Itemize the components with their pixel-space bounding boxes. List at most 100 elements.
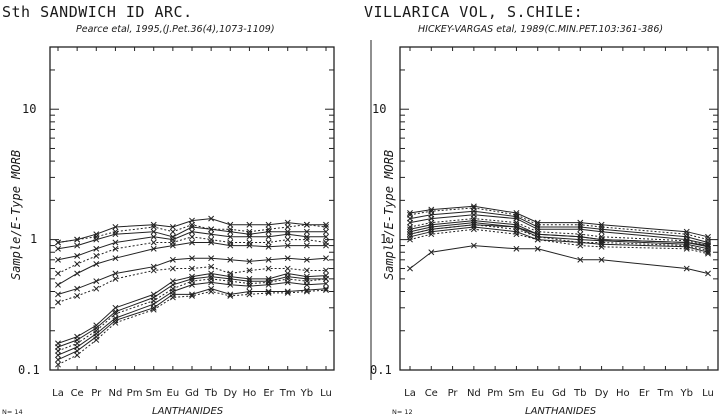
data-point — [284, 265, 291, 272]
point-mark — [470, 219, 477, 226]
point-mark — [93, 236, 100, 243]
x-tick-label: Tm — [656, 388, 673, 399]
data-point — [246, 280, 253, 287]
x-tick-label: Gd — [185, 388, 199, 399]
series-group — [55, 215, 329, 368]
point-mark — [112, 224, 119, 230]
data-point — [189, 224, 195, 230]
point-mark — [189, 239, 195, 246]
point-mark — [598, 256, 605, 263]
data-point — [284, 228, 291, 235]
data-point — [683, 239, 690, 246]
point-mark — [227, 292, 234, 299]
x-tick-label: Tm — [279, 388, 296, 399]
data-point — [246, 267, 253, 274]
point-mark — [284, 219, 291, 226]
data-point — [577, 231, 584, 238]
point-mark — [705, 242, 711, 249]
x-tick-label: La — [404, 388, 416, 399]
data-point — [169, 228, 176, 235]
data-point — [428, 231, 435, 238]
point-mark — [265, 228, 272, 235]
data-point — [470, 203, 477, 210]
point-mark — [470, 221, 477, 228]
point-mark — [93, 278, 100, 285]
point-mark — [323, 287, 329, 294]
x-tick-label: Er — [263, 388, 274, 399]
point-mark — [428, 228, 435, 235]
data-point — [112, 228, 119, 235]
x-tick-label: Tb — [573, 388, 586, 399]
x-tick-label: Dy — [223, 388, 237, 399]
point-mark — [577, 221, 584, 228]
point-mark — [513, 228, 520, 235]
point-mark — [265, 226, 272, 233]
data-point — [407, 219, 413, 226]
point-mark — [208, 226, 215, 233]
data-point — [74, 270, 81, 277]
point-mark — [189, 265, 195, 272]
data-point — [208, 288, 215, 295]
point-mark — [93, 322, 100, 329]
point-mark — [189, 281, 195, 288]
x-tick-label: Ce — [425, 388, 438, 399]
data-point — [428, 249, 435, 256]
point-mark — [683, 228, 690, 235]
data-point — [55, 356, 61, 363]
point-mark — [598, 236, 605, 243]
point-mark — [705, 249, 711, 256]
data-point — [189, 275, 195, 282]
point-mark — [513, 245, 520, 252]
point-mark — [74, 285, 81, 292]
x-tick-label: Sm — [146, 388, 162, 399]
point-mark — [55, 356, 61, 363]
point-mark — [303, 288, 310, 295]
point-mark — [169, 242, 176, 249]
x-tick-label: Lu — [320, 388, 332, 399]
data-point — [227, 242, 234, 249]
data-point — [577, 221, 584, 228]
data-point — [150, 304, 157, 311]
sample-count-label: N= 14 — [2, 408, 23, 416]
data-point — [323, 255, 329, 262]
point-mark — [303, 228, 310, 235]
point-mark — [683, 245, 690, 252]
data-point — [303, 236, 310, 243]
data-point — [407, 231, 413, 238]
point-mark — [208, 231, 215, 238]
x-tick-label: Nd — [109, 388, 123, 399]
point-mark — [428, 219, 435, 226]
point-mark — [284, 236, 291, 243]
data-point — [189, 228, 195, 235]
data-point — [470, 221, 477, 228]
data-point — [323, 275, 329, 282]
data-point — [227, 281, 234, 288]
point-mark — [598, 228, 605, 235]
data-point — [93, 336, 100, 343]
point-mark — [74, 261, 81, 267]
data-point — [189, 233, 195, 240]
data-point — [428, 206, 435, 213]
point-mark — [284, 273, 291, 280]
point-mark — [534, 245, 541, 252]
data-point — [150, 224, 157, 230]
data-point — [284, 236, 291, 243]
point-mark — [303, 256, 310, 263]
point-mark — [683, 265, 690, 272]
data-point — [683, 245, 690, 252]
x-tick-label: Pm — [487, 388, 503, 399]
point-mark — [428, 226, 435, 233]
point-mark — [428, 221, 435, 228]
point-mark — [284, 231, 291, 238]
x-tick-label: Pr — [448, 388, 459, 399]
data-point — [93, 285, 100, 292]
point-mark — [112, 308, 119, 315]
sample-count-label: N= 12 — [392, 408, 413, 416]
data-point — [470, 226, 477, 233]
point-mark — [265, 279, 272, 286]
data-point — [227, 292, 234, 299]
point-mark — [428, 231, 435, 238]
point-mark — [150, 233, 157, 240]
point-mark — [208, 288, 215, 295]
point-mark — [303, 281, 310, 288]
